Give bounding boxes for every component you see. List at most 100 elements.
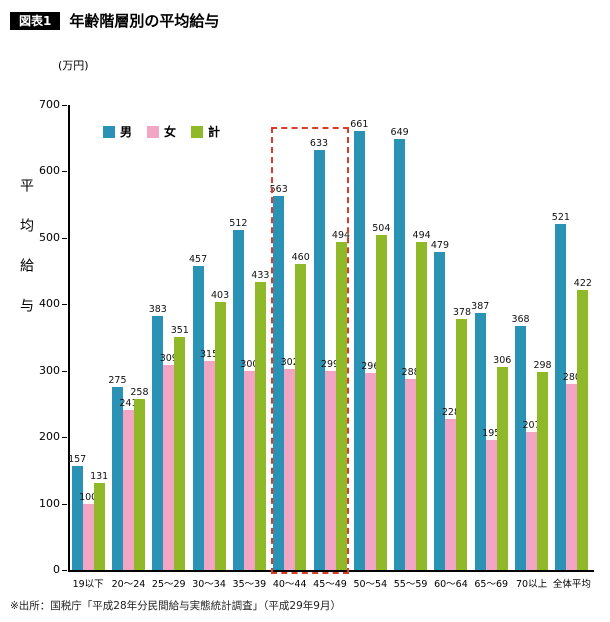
bar-female (203, 360, 215, 570)
x-axis-label: 60〜64 (434, 579, 468, 590)
bar-value-label: 378 (452, 306, 471, 318)
x-axis-label: 40〜44 (272, 579, 307, 590)
bar-female (566, 384, 578, 570)
bar-female (122, 409, 134, 570)
bar-total (93, 482, 105, 570)
bar-male (394, 138, 406, 570)
bar-female (526, 432, 538, 570)
bar-male (232, 229, 244, 570)
bar-value-label: 649 (390, 126, 409, 138)
bar-female (485, 440, 497, 570)
bar-value-label: 403 (210, 290, 230, 302)
bar-value-label: 433 (251, 270, 270, 282)
x-axis-label: 55〜59 (393, 579, 428, 590)
bar-value-label: 302 (280, 357, 299, 369)
bar-value-label: 258 (130, 386, 149, 398)
bar-total (254, 282, 266, 570)
legend: 男女計 (103, 123, 220, 140)
y-tick-mark (62, 105, 67, 106)
legend-label: 女 (164, 125, 177, 139)
chart-header: 図表1 年齢階層別の平均給与 (10, 10, 219, 31)
bar-value-label: 100 (79, 491, 98, 503)
bar-value-label: 280 (562, 372, 581, 383)
bar-total (214, 302, 226, 570)
bar-total (577, 289, 589, 570)
x-axis-label: 35〜39 (232, 579, 267, 590)
bar-value-label: 460 (291, 252, 310, 264)
bar-female (324, 371, 336, 570)
y-tick-label: 400 (39, 297, 60, 311)
bar-value-label: 296 (361, 361, 380, 373)
bar-male (313, 149, 325, 570)
legend-swatch-female (147, 125, 160, 138)
bar-total (416, 241, 428, 570)
x-axis-label: 20〜24 (111, 579, 146, 590)
bar-value-label: 309 (159, 352, 178, 364)
bar-value-label: 351 (170, 324, 189, 336)
plot-frame (68, 105, 594, 572)
bar-total (456, 318, 468, 570)
bar-value-label: 387 (471, 300, 490, 312)
legend-item-male: 男 (103, 123, 132, 140)
legend-swatch-male (103, 125, 115, 138)
bar-total (496, 366, 508, 570)
y-tick-mark (62, 370, 67, 372)
bar-male (353, 130, 365, 570)
y-tick-label: 0 (53, 563, 60, 576)
bar-value-label: 228 (441, 406, 460, 418)
x-axis-label: 50〜54 (353, 579, 388, 590)
bar-value-label: 494 (331, 229, 351, 241)
bar-value-label: 207 (522, 420, 541, 432)
y-tick-mark (62, 437, 67, 439)
y-tick-label: 500 (39, 230, 60, 244)
bar-value-label: 368 (511, 313, 530, 325)
bar-value-label: 275 (108, 375, 127, 387)
unit-label: (万円) (58, 59, 89, 72)
y-tick-label: 100 (39, 496, 60, 510)
bar-female (405, 378, 417, 570)
bar-value-label: 195 (482, 428, 501, 440)
bar-value-label: 494 (412, 229, 431, 241)
y-axis-label: 平均給与 (18, 178, 34, 338)
bar-value-label: 422 (573, 277, 592, 289)
bar-value-label: 457 (188, 254, 208, 266)
bar-value-label: 241 (119, 397, 138, 409)
y-tick-mark (62, 237, 67, 239)
bar-value-label: 563 (269, 184, 288, 195)
x-axis-label: 65〜69 (474, 579, 509, 590)
bar-value-label: 479 (430, 239, 449, 251)
bar-value-label: 299 (320, 359, 340, 371)
y-tick-label: 300 (39, 363, 60, 377)
chart-title: 年齢階層別の平均給与 (69, 12, 220, 30)
bar-value-label: 131 (90, 470, 109, 482)
bar-value-label: 288 (401, 366, 420, 378)
y-tick-label: 200 (39, 430, 60, 444)
source-note: ※出所：国税庁「平成28年分民間給与実態統計調査」（平成29年9月） (10, 600, 341, 612)
bar-value-label: 157 (68, 453, 87, 465)
bar-female (163, 364, 175, 570)
bar-value-label: 504 (372, 223, 391, 235)
bar-male (192, 266, 204, 570)
figure-tag: 図表1 (10, 11, 61, 30)
bar-female (364, 373, 376, 570)
bar-female (445, 418, 457, 570)
y-tick-label: 600 (39, 164, 60, 178)
bar-value-label: 521 (551, 211, 570, 223)
bar-value-label: 383 (148, 303, 167, 315)
x-axis-label: 全体平均 (552, 579, 591, 590)
bar-male (555, 223, 567, 570)
bar-male (71, 465, 83, 570)
bar-female (243, 370, 255, 570)
legend-label: 男 (120, 125, 133, 139)
bar-total (375, 235, 387, 570)
bar-value-label: 315 (199, 348, 219, 360)
bar-value-label: 300 (240, 358, 259, 370)
bar-male (434, 251, 446, 570)
bar-value-label: 633 (309, 137, 329, 149)
bar-male (515, 325, 527, 570)
bar-value-label: 512 (229, 217, 248, 229)
bar-female (82, 503, 94, 570)
y-tick-mark (62, 304, 67, 306)
bar-total (295, 264, 307, 570)
y-tick-mark (62, 570, 67, 571)
